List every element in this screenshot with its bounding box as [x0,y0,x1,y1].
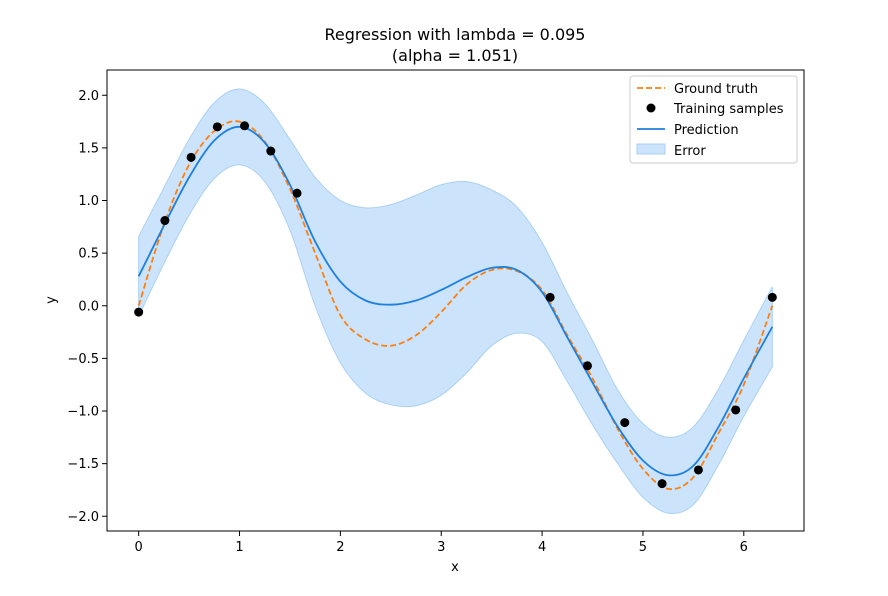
x-tick-label: 5 [639,540,647,555]
legend-box [629,75,798,164]
training-sample-point [767,292,777,302]
y-tick-label: −1.5 [67,457,99,472]
legend-error-label: Error [674,144,706,159]
y-tick-label: 0.5 [78,247,99,262]
legend: Ground truth Training samples Prediction… [629,75,798,164]
legend-prediction-label: Prediction [674,123,739,138]
training-sample-point [657,479,667,489]
y-tick-label: 1.0 [78,194,99,209]
chart-title-line2: (alpha = 1.051) [392,46,518,65]
training-sample-point [620,418,630,428]
x-tick-label: 4 [538,540,546,555]
x-tick-label: 6 [740,540,748,555]
y-axis-label: y [44,296,59,304]
plot-area [134,88,777,514]
training-sample-point [731,405,741,415]
legend-ground-truth-label: Ground truth [674,82,758,97]
training-sample-point [292,188,302,198]
y-tick-label: 2.0 [78,89,99,104]
training-sample-point [240,121,250,131]
y-axis: −2.0 −1.5 −1.0 −0.5 0.0 0.5 1.0 1.5 2.0 [67,89,107,525]
training-sample-point [212,122,222,132]
training-samples [134,121,777,489]
legend-samples-label: Training samples [673,102,784,117]
x-axis-label: x [451,560,459,575]
ground-truth-line [137,120,774,491]
x-tick-label: 3 [437,540,445,555]
training-sample-point [545,292,555,302]
plot-frame [106,69,805,532]
training-sample-point [186,152,196,162]
x-axis: 0 1 2 3 4 5 6 [135,531,748,555]
y-tick-label: 0.0 [78,299,99,314]
y-tick-label: −1.0 [67,405,99,420]
y-tick-label: −0.5 [67,352,99,367]
chart-title-line1: Regression with lambda = 0.095 [325,25,586,44]
y-tick-label: 1.5 [78,141,99,156]
x-tick-label: 2 [336,540,344,555]
x-tick-label: 1 [235,540,243,555]
training-sample-point [134,307,144,317]
y-tick-label: −2.0 [67,510,99,525]
training-sample-point [582,361,592,371]
training-sample-point [693,465,703,475]
training-sample-point [266,146,276,156]
legend-error-swatch [636,143,666,155]
legend-samples-swatch [646,103,656,113]
training-sample-point [160,216,170,226]
x-tick-label: 0 [135,540,143,555]
